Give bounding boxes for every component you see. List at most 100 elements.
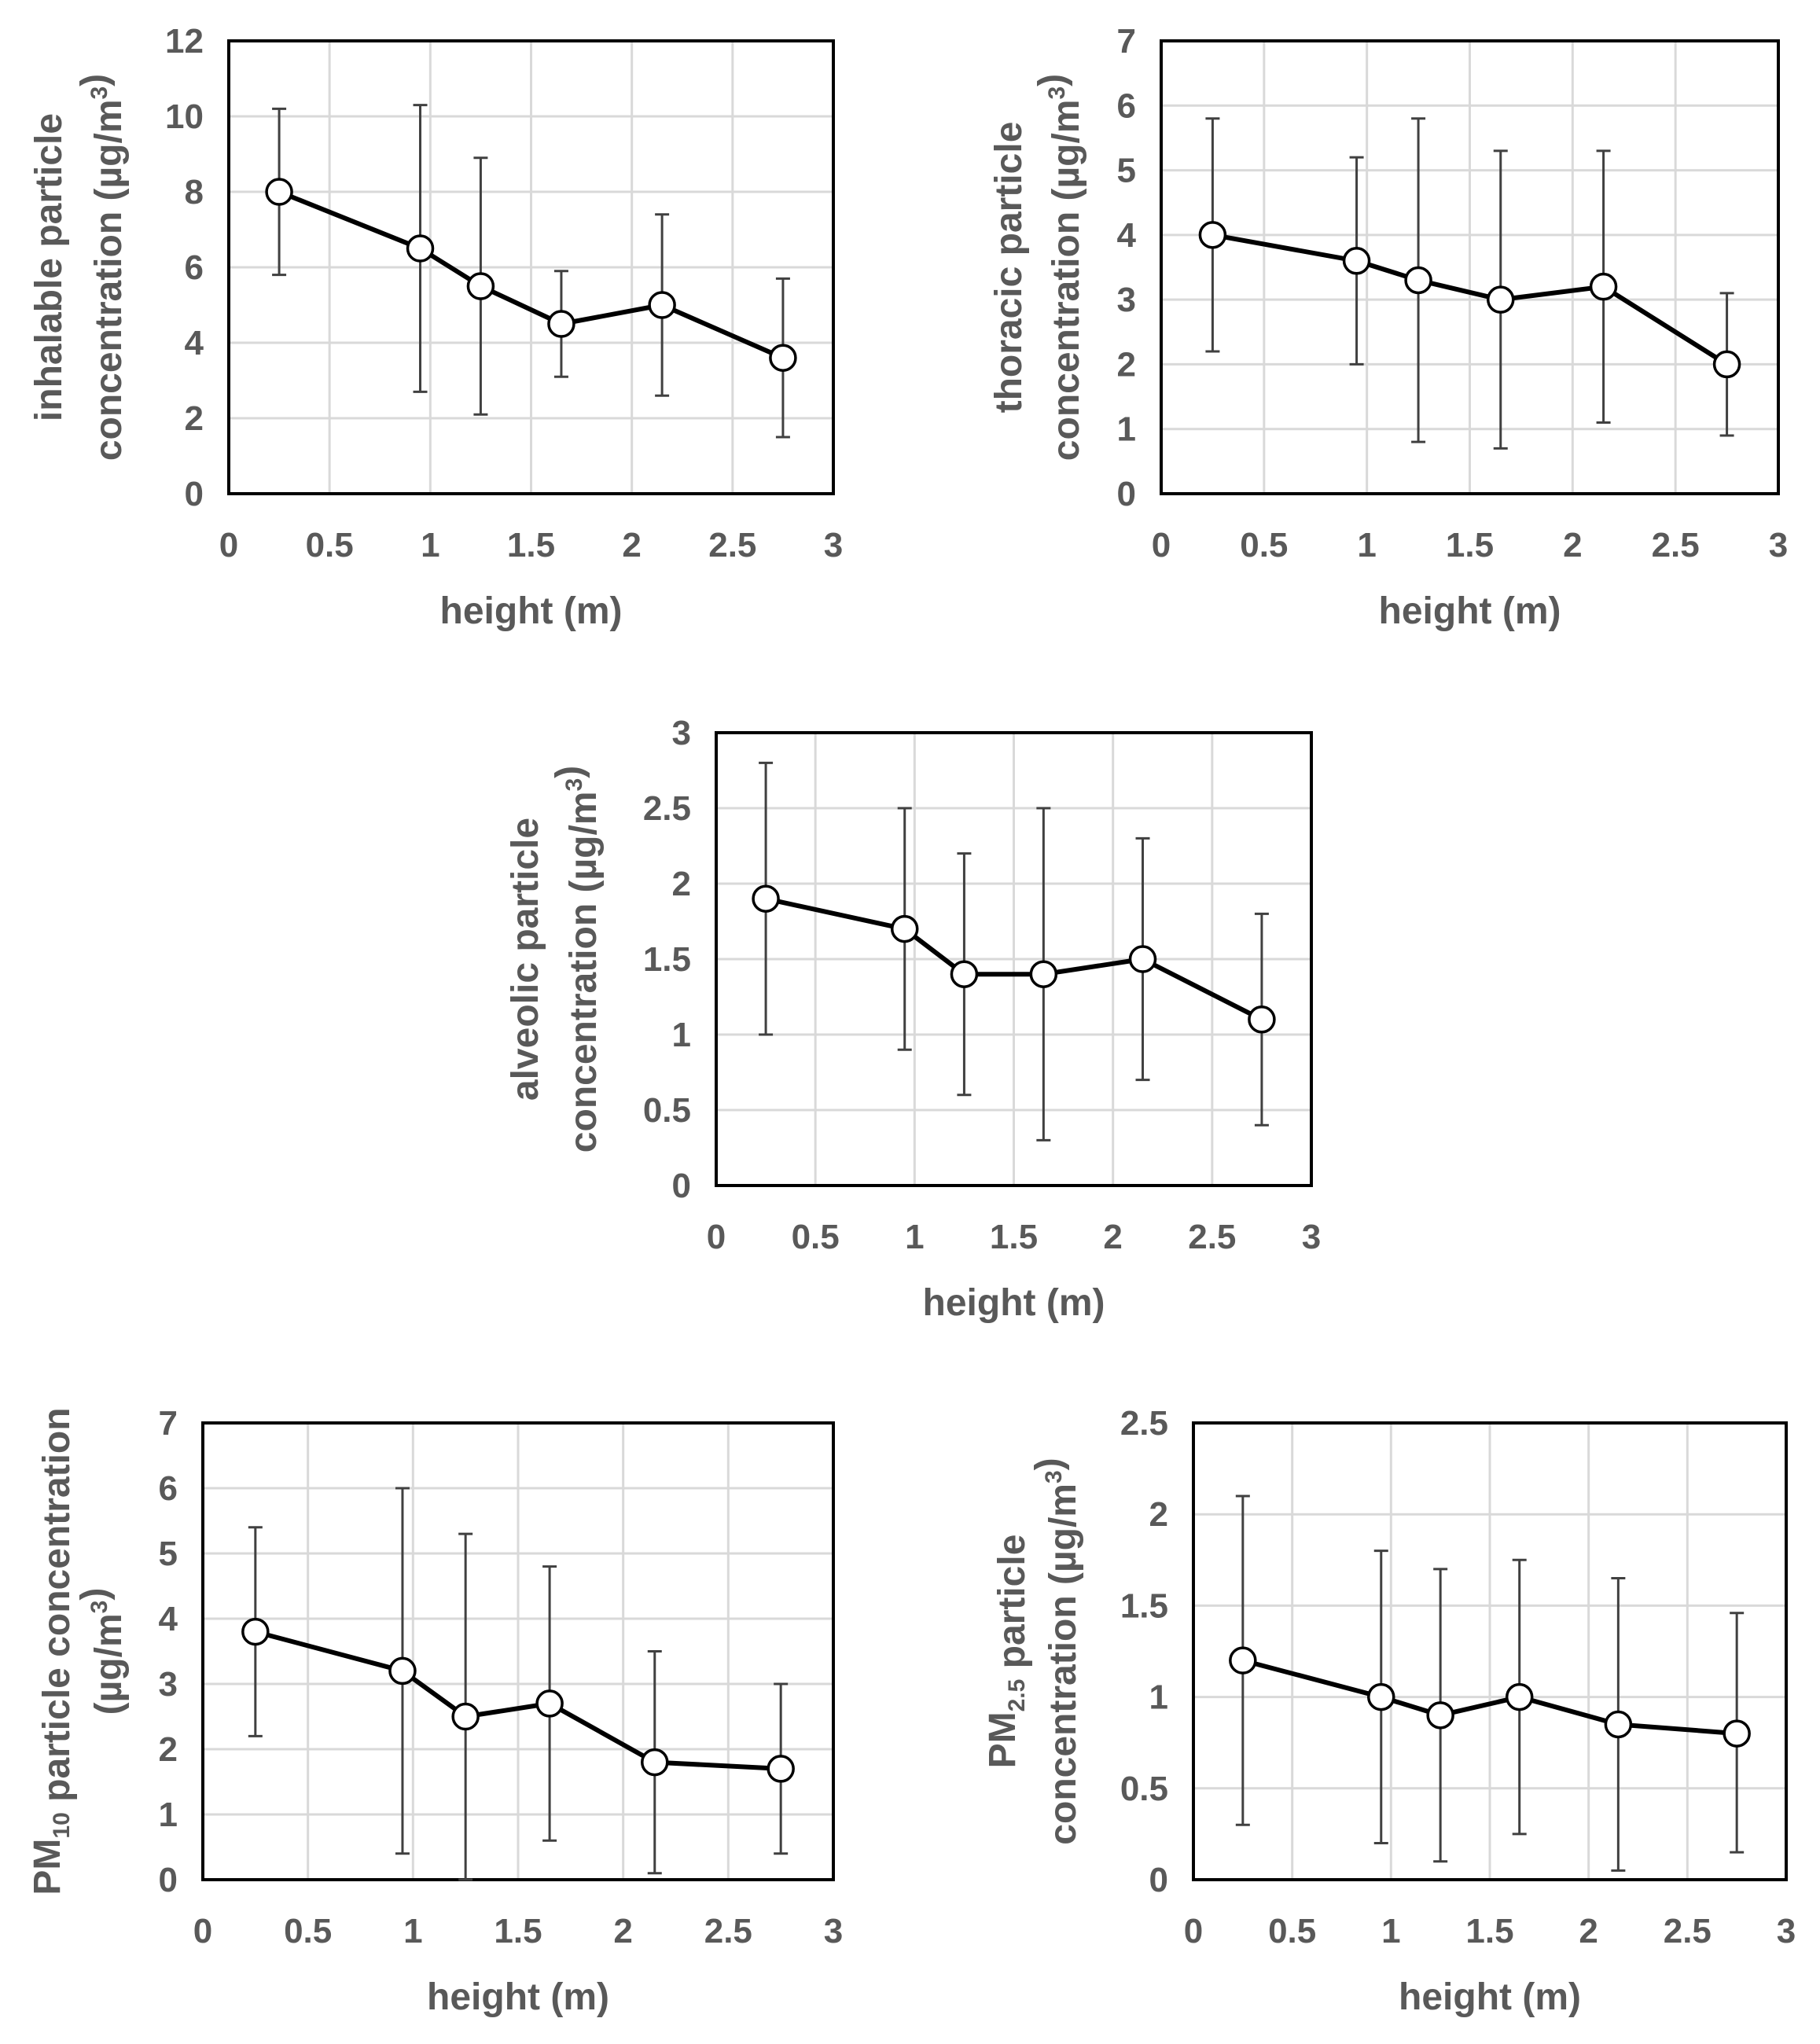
y-tick-label: 10: [165, 97, 204, 136]
data-point: [1723, 1719, 1751, 1748]
x-tick-label: 2.5: [704, 1912, 752, 1950]
plot-area-frame: [715, 731, 1313, 1187]
x-tick-label: 3: [824, 526, 843, 564]
y-tick-label: 3: [1117, 281, 1136, 319]
x-tick-label: 1.5: [1465, 1912, 1513, 1950]
data-point: [1487, 285, 1515, 314]
data-point: [890, 914, 919, 943]
plot-area-frame: [1192, 1421, 1788, 1881]
x-tick-label: 2.5: [1664, 1912, 1712, 1950]
y-tick-label: 0.5: [643, 1091, 691, 1130]
x-axis-label: height (m): [427, 1976, 609, 2018]
y-tick-label: 1: [1117, 410, 1136, 449]
data-point: [641, 1748, 669, 1777]
series-line: [1242, 1658, 1737, 1737]
plot-area-frame: [227, 39, 835, 495]
data-point: [1128, 945, 1157, 973]
x-tick-label: 0: [707, 1218, 726, 1256]
data-point: [1367, 1682, 1395, 1711]
y-tick-label: 0: [1117, 475, 1136, 513]
y-axis-label-line-1: inhalable particle: [28, 113, 70, 421]
y-tick-label: 0: [185, 475, 204, 513]
x-axis-label: height (m): [1399, 1976, 1581, 2018]
y-axis-label-line-1: thoracic particle: [988, 122, 1030, 414]
x-tick-label: 1: [905, 1218, 924, 1256]
y-tick-label: 0: [1149, 1861, 1168, 1899]
x-tick-label: 0.5: [792, 1218, 840, 1256]
x-tick-label: 3: [1777, 1912, 1796, 1950]
data-point: [1198, 221, 1227, 249]
y-axis-label-line-2: concentration (µg/m3): [74, 74, 130, 461]
data-point: [1426, 1701, 1454, 1730]
data-point: [451, 1702, 480, 1731]
y-tick-label: 6: [1117, 86, 1136, 125]
data-point: [1229, 1646, 1257, 1675]
y-axis-label-line-2: (µg/m3): [74, 1588, 130, 1715]
chart-thoracic-particle: 0 1 2 3 4 5 6 7 0 0.5 1 1.5 2 2.5 3 height (m) thoracic …: [988, 22, 1788, 632]
y-tick-label: 2: [159, 1730, 178, 1769]
series-line: [278, 189, 785, 360]
x-tick-label: 1.5: [494, 1912, 542, 1950]
x-tick-label: 1.5: [990, 1218, 1038, 1256]
x-tick-label: 0: [193, 1912, 212, 1950]
y-tick-label: 0.5: [1120, 1770, 1168, 1808]
y-tick-label: 8: [185, 173, 204, 211]
x-tick-label: 2: [613, 1912, 632, 1950]
y-tick-label: 3: [672, 714, 691, 752]
y-tick-label: 2.5: [1120, 1404, 1168, 1443]
chart-alveolic-particle: 0 0.5 1 1.5 2 2.5 3 0 0.5 1 1.5 2 2.5 3 height (m) alve…: [505, 714, 1321, 1324]
data-point: [1029, 960, 1058, 988]
data-point: [1342, 247, 1371, 275]
y-axis-label-line-1: PM10 particle concentration: [27, 1407, 78, 1895]
y-axis-label-line-2: concentration (µg/m3): [1028, 1458, 1084, 1844]
y-axis-label-line-2: concentration (µg/m3): [1031, 74, 1087, 461]
y-tick-label: 2: [185, 399, 204, 438]
y-tick-label: 7: [1117, 22, 1136, 61]
chart-pm25-particle: 0 0.5 1 1.5 2 2.5 0 0.5 1 1.5 2 2.5 3 height (m) PM2.5…: [982, 1404, 1796, 2018]
y-tick-label: 5: [159, 1535, 178, 1573]
data-point: [1604, 1710, 1633, 1739]
data-point: [406, 234, 435, 263]
x-tick-label: 2: [1103, 1218, 1122, 1256]
data-point: [950, 960, 979, 988]
y-tick-label: 7: [159, 1404, 178, 1443]
data-point: [265, 178, 293, 206]
data-point: [769, 344, 797, 372]
data-point: [1712, 350, 1741, 379]
y-tick-label: 1: [1149, 1678, 1168, 1717]
x-tick-label: 3: [824, 1912, 843, 1950]
y-tick-label: 1.5: [643, 940, 691, 979]
series-line: [765, 896, 1263, 1022]
y-tick-label: 4: [1117, 216, 1137, 255]
x-tick-label: 2: [622, 526, 641, 564]
x-axis-label: height (m): [1379, 590, 1561, 632]
data-point: [388, 1656, 417, 1686]
y-tick-label: 2: [1149, 1495, 1168, 1534]
data-point: [1404, 266, 1432, 295]
y-tick-label: 2.5: [643, 789, 691, 828]
x-tick-label: 0.5: [306, 526, 354, 564]
y-axis-label-line-1: PM2.5 particle: [982, 1535, 1033, 1769]
x-tick-label: 1.5: [1446, 526, 1494, 564]
chart-inhalable-particle: 0 2 4 6 8 10 12 0 0.5 1 1.5 2 2.5 3 height (m) inhalabl…: [28, 22, 843, 632]
x-tick-label: 0: [219, 526, 238, 564]
data-point: [466, 272, 495, 300]
data-point: [767, 1755, 795, 1783]
data-point: [241, 1617, 270, 1646]
x-tick-label: 3: [1302, 1218, 1321, 1256]
series-line: [255, 1629, 781, 1771]
y-axis-label-line-2: concentration (µg/m3): [549, 766, 605, 1153]
x-tick-label: 2.5: [1652, 526, 1700, 564]
x-axis-label: height (m): [923, 1282, 1105, 1324]
plot-area-frame: [201, 1421, 835, 1881]
x-tick-label: 1: [421, 526, 439, 564]
x-tick-label: 0.5: [284, 1912, 332, 1950]
y-axis-label-line-1: alveolic particle: [505, 818, 546, 1101]
y-tick-label: 4: [185, 324, 204, 362]
y-tick-label: 5: [1117, 152, 1136, 190]
y-tick-label: 4: [159, 1600, 178, 1638]
y-tick-label: 1: [672, 1016, 691, 1054]
x-tick-label: 0.5: [1240, 526, 1288, 564]
x-tick-label: 0: [1152, 526, 1171, 564]
